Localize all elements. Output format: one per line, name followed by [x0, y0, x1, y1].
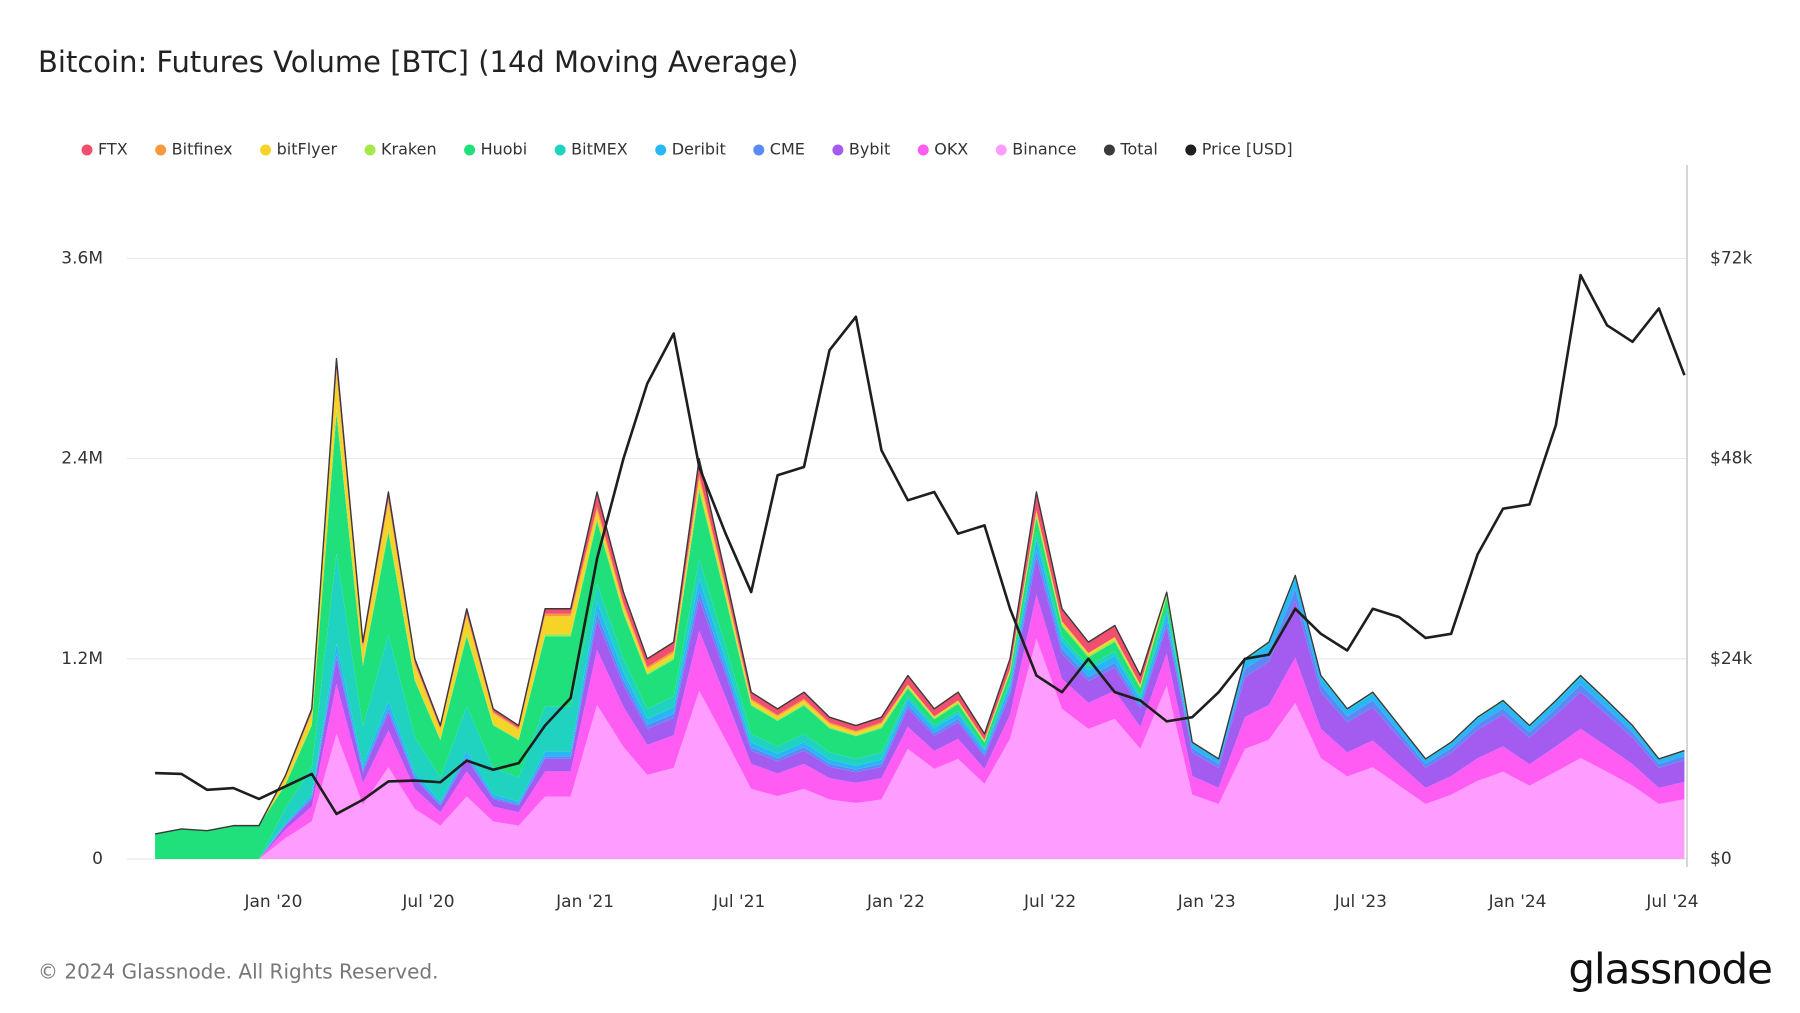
- area-binance: [155, 638, 1685, 859]
- y-tick-label: 1.2M: [61, 649, 103, 669]
- legend-item: Price [USD]: [1185, 140, 1293, 159]
- x-tick-label: Jul '22: [1023, 892, 1076, 912]
- legend-item: Huobi: [464, 140, 527, 159]
- chart-title: Bitcoin: Futures Volume [BTC] (14d Movin…: [38, 45, 798, 79]
- legend-swatch: [753, 144, 765, 156]
- x-tick-label: Jan '24: [1488, 892, 1547, 912]
- legend-label: BitMEX: [571, 140, 628, 159]
- price-line: [155, 273, 1686, 816]
- y2-tick-label: $0: [1710, 849, 1732, 869]
- legend-label: Price [USD]: [1202, 140, 1293, 159]
- x-tick-label: Jul '21: [712, 892, 765, 912]
- legend-swatch: [554, 144, 566, 156]
- legend-swatch: [260, 144, 272, 156]
- y2-tick-label: $24k: [1710, 649, 1752, 669]
- legend-swatch: [81, 144, 93, 156]
- legend-label: Binance: [1012, 140, 1076, 159]
- legend-swatch: [917, 144, 929, 156]
- legend-label: bitFlyer: [277, 140, 338, 159]
- legend-swatch: [1185, 144, 1197, 156]
- legend-label: Total: [1119, 140, 1157, 159]
- x-tick-label: Jul '23: [1334, 892, 1387, 912]
- legend-swatch: [464, 144, 476, 156]
- area-bybit: [155, 558, 1685, 859]
- legend-swatch: [995, 144, 1007, 156]
- legend-swatch: [655, 144, 667, 156]
- legend-item: Deribit: [655, 140, 726, 159]
- legend-label: Huobi: [481, 140, 528, 159]
- legend-item: OKX: [917, 140, 968, 159]
- legend-label: Bitfinex: [172, 140, 233, 159]
- legend-item: BitMEX: [554, 140, 628, 159]
- legend-label: CME: [770, 140, 805, 159]
- area-okx: [155, 594, 1685, 859]
- legend-swatch: [1103, 144, 1115, 156]
- copyright: © 2024 Glassnode. All Rights Reserved.: [38, 960, 438, 984]
- x-tick-label: Jan '22: [866, 892, 925, 912]
- y2-tick-label: $48k: [1710, 449, 1752, 469]
- legend-item: Bitfinex: [155, 140, 233, 159]
- legend-swatch: [155, 144, 167, 156]
- y-tick-label: 3.6M: [61, 248, 103, 268]
- legend-label: FTX: [98, 140, 128, 159]
- total-line: [154, 357, 1685, 835]
- legend-item: Kraken: [364, 140, 437, 159]
- legend-label: OKX: [934, 140, 968, 159]
- legend-item: bitFlyer: [260, 140, 337, 159]
- legend-swatch: [832, 144, 844, 156]
- legend-item: Bybit: [832, 140, 890, 159]
- brand-logo: glassnode: [1568, 945, 1772, 994]
- legend-item: FTX: [81, 140, 128, 159]
- x-tick-label: Jan '23: [1177, 892, 1236, 912]
- legend-item: Binance: [995, 140, 1076, 159]
- legend-item: CME: [753, 140, 805, 159]
- x-tick-label: Jul '24: [1645, 892, 1698, 912]
- legend-swatch: [364, 144, 376, 156]
- x-tick-label: Jan '20: [244, 892, 303, 912]
- y-tick-label: 2.4M: [61, 449, 103, 469]
- legend-item: Total: [1103, 140, 1158, 159]
- y2-tick-label: $72k: [1710, 248, 1752, 268]
- legend-label: Bybit: [849, 140, 890, 159]
- x-tick-label: Jul '20: [401, 892, 454, 912]
- legend-label: Deribit: [672, 140, 726, 159]
- y-tick-label: 0: [92, 849, 103, 869]
- legend-label: Kraken: [381, 140, 437, 159]
- x-tick-label: Jan '21: [555, 892, 614, 912]
